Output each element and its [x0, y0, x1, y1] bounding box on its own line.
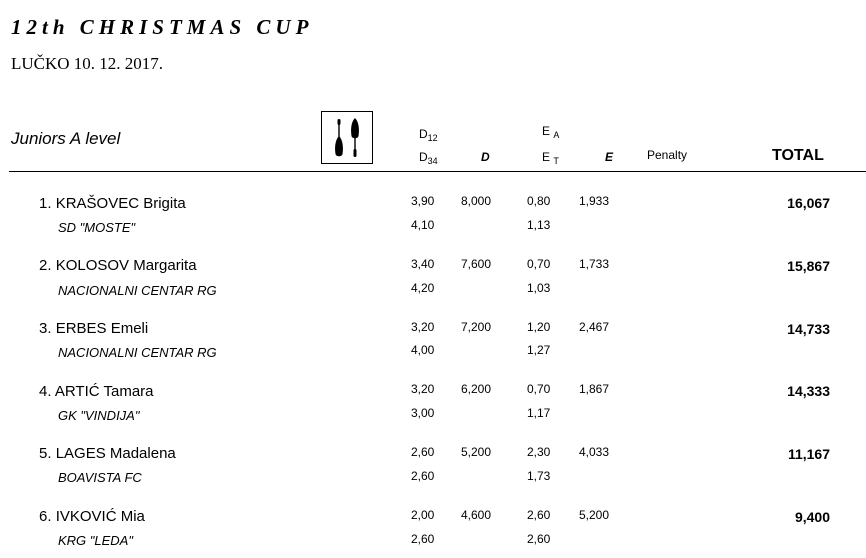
event-location-date: LUČKO 10. 12. 2017. [11, 54, 164, 73]
score-et: 1,17 [527, 406, 551, 420]
athlete-name: 4. ARTIĆ Tamara [39, 383, 154, 400]
score-d34: 4,20 [411, 281, 435, 295]
score-e: 1,733 [579, 257, 610, 271]
col-penalty-header: Penalty [647, 148, 688, 162]
col-e-header: E [605, 150, 614, 164]
score-total: 14,333 [787, 383, 830, 399]
score-et: 1,27 [527, 343, 551, 357]
score-d: 7,200 [461, 320, 492, 334]
score-d12: 3,90 [411, 194, 435, 208]
athlete-name: 5. LAGES Madalena [39, 445, 176, 462]
athlete-club: NACIONALNI CENTAR RG [58, 283, 217, 298]
score-d12: 3,40 [411, 257, 435, 271]
score-ea: 1,20 [527, 320, 551, 334]
score-total: 9,400 [794, 509, 830, 525]
score-d34: 2,60 [411, 469, 435, 483]
athlete-name: 2. KOLOSOV Margarita [39, 257, 197, 274]
score-d34: 4,10 [411, 218, 435, 232]
score-d34: 3,00 [411, 406, 435, 420]
score-d12: 2,00 [411, 508, 435, 522]
score-d12: 2,60 [411, 445, 435, 459]
score-total: 15,867 [787, 258, 830, 274]
score-total: 14,733 [787, 321, 830, 337]
col-d12-header: D12 [419, 127, 438, 143]
athlete-club: SD "MOSTE" [58, 220, 136, 235]
score-ea: 0,70 [527, 382, 551, 396]
category-level: Juniors A level [11, 129, 121, 148]
score-d: 5,200 [461, 445, 492, 459]
score-d34: 2,60 [411, 532, 435, 546]
athlete-club: BOAVISTA FC [58, 470, 142, 485]
score-e: 5,200 [579, 508, 610, 522]
athlete-name: 6. IVKOVIĆ Mia [39, 508, 145, 525]
score-d12: 3,20 [411, 382, 435, 396]
score-d: 7,600 [461, 257, 492, 271]
col-d34-header: D34 [419, 150, 438, 166]
score-e: 1,933 [579, 194, 610, 208]
score-e: 2,467 [579, 320, 610, 334]
score-e: 4,033 [579, 445, 610, 459]
athlete-club: NACIONALNI CENTAR RG [58, 345, 217, 360]
athlete-club: KRG "LEDA" [58, 533, 133, 548]
score-et: 1,73 [527, 469, 551, 483]
score-d: 4,600 [461, 508, 492, 522]
athlete-name: 1. KRAŠOVEC Brigita [39, 195, 186, 212]
col-total-header: TOTAL [772, 147, 824, 164]
score-d12: 3,20 [411, 320, 435, 334]
col-et-header: E T [542, 150, 559, 166]
score-et: 2,60 [527, 532, 551, 546]
clubs-icon [321, 111, 373, 164]
score-d34: 4,00 [411, 343, 435, 357]
score-d: 6,200 [461, 382, 492, 396]
score-ea: 2,60 [527, 508, 551, 522]
athlete-club: GK "VINDIJA" [58, 408, 140, 423]
page-title: 12th CHRISTMAS CUP [11, 15, 314, 39]
score-et: 1,03 [527, 281, 551, 295]
score-ea: 0,80 [527, 194, 551, 208]
header-divider [9, 171, 866, 172]
col-ea-header: E A [542, 124, 560, 140]
score-et: 1,13 [527, 218, 551, 232]
score-ea: 0,70 [527, 257, 551, 271]
score-d: 8,000 [461, 194, 492, 208]
athlete-name: 3. ERBES Emeli [39, 320, 149, 337]
score-total: 16,067 [787, 195, 830, 211]
score-ea: 2,30 [527, 445, 551, 459]
score-e: 1,867 [579, 382, 610, 396]
col-d-header: D [481, 150, 490, 164]
score-total: 11,167 [787, 446, 830, 462]
